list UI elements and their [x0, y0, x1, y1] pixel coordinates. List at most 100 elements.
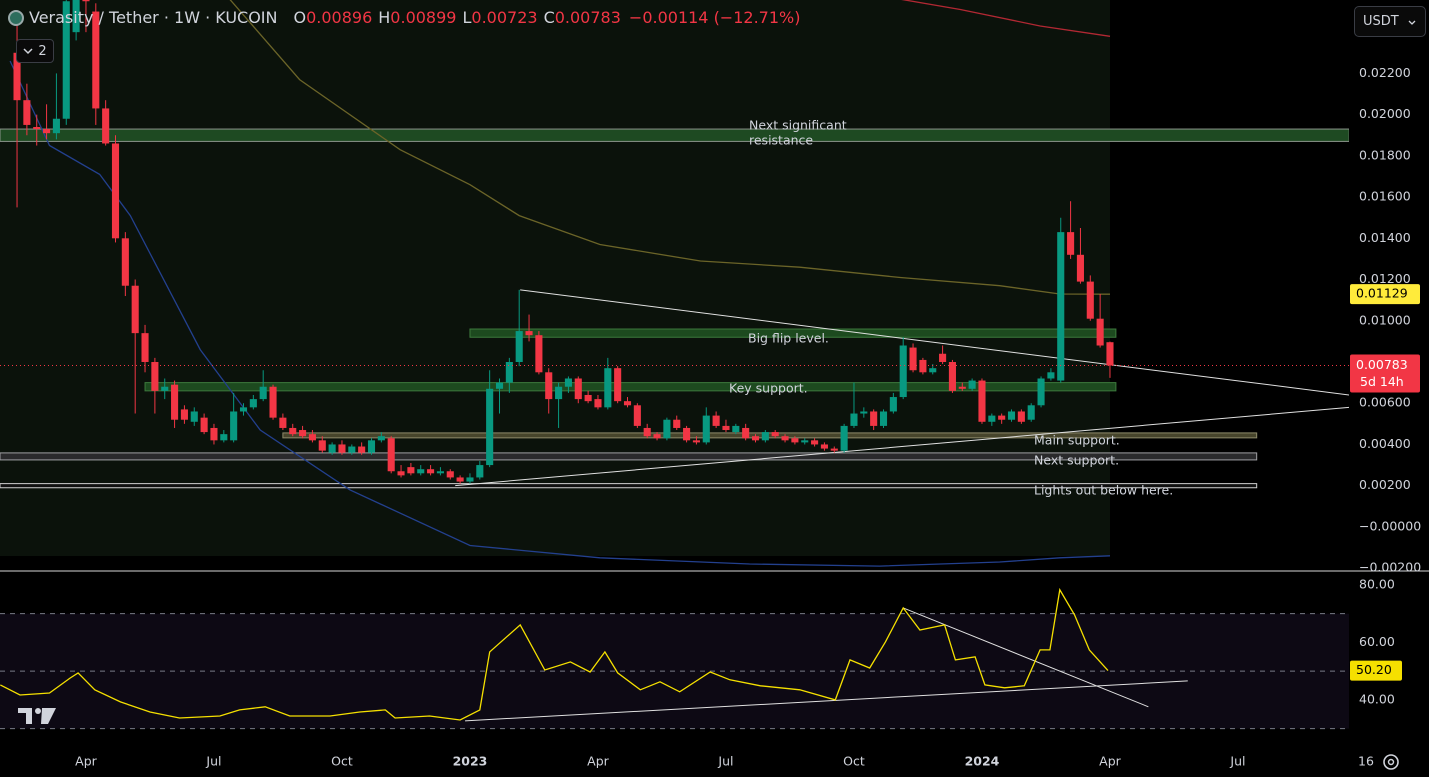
countdown: 5d 14h — [1360, 374, 1404, 389]
y-tick-label: 0.01800 — [1359, 147, 1411, 162]
candle-body — [1106, 342, 1114, 366]
x-tick-label: Jul — [1229, 754, 1245, 769]
candle-body — [673, 419, 681, 428]
candle-body — [387, 438, 395, 472]
zone — [0, 483, 1258, 489]
y-tick-label: 0.01000 — [1359, 312, 1411, 327]
candle-body — [663, 419, 671, 439]
candle-body — [702, 415, 710, 443]
candle-body — [348, 446, 356, 453]
candle-body — [1086, 281, 1094, 319]
axes: 0.02200 0.02000 0.01800 0.01600 0.01400 0.012… — [75, 65, 1421, 769]
candle-body — [407, 467, 415, 474]
y-tick-label: −0.00000 — [1359, 518, 1421, 533]
price-change: −0.00114 (−12.71%) — [628, 8, 801, 27]
rsi-tick-label: 60.00 — [1359, 634, 1395, 649]
zone-label: Key support. — [729, 381, 808, 396]
candle-body — [968, 380, 976, 389]
candle-body — [909, 347, 917, 371]
x-tick-label: 2023 — [453, 754, 488, 769]
candle-body — [23, 100, 31, 125]
zone-label: resistance — [749, 133, 813, 148]
candle-body — [535, 335, 543, 373]
candle-body — [860, 411, 868, 414]
indicators-toggle[interactable]: 2 — [16, 39, 54, 63]
last-price-tag — [1350, 354, 1420, 393]
candle-body — [614, 368, 622, 402]
ohlc-value: 0.00896 — [306, 8, 373, 27]
zone-label: Main support. — [1034, 433, 1120, 448]
candle-body — [230, 411, 238, 441]
rsi-tick-label: 80.00 — [1359, 576, 1395, 591]
candle-body — [338, 444, 346, 453]
candle-body — [683, 427, 691, 441]
y-tick-label: 0.01200 — [1359, 271, 1411, 286]
candle-body — [289, 427, 297, 435]
candle-body — [732, 425, 740, 433]
candle-body — [781, 436, 789, 441]
candle-body — [102, 108, 110, 144]
settings-button[interactable] — [1383, 754, 1399, 770]
candle-body — [328, 444, 336, 453]
x-tick-label: 2024 — [965, 754, 1000, 769]
rsi-value-label: 50.20 — [1356, 662, 1392, 677]
candle-body — [505, 361, 513, 383]
candle-body — [62, 1, 70, 119]
y-tick-label: 0.00200 — [1359, 477, 1411, 492]
candle-body — [308, 434, 316, 441]
candle-body — [249, 399, 257, 408]
zone — [0, 128, 1349, 142]
candle-body — [564, 378, 572, 387]
ma-price-tag — [1350, 284, 1420, 305]
ohlc-value: 0.00783 — [554, 8, 621, 27]
candle-body — [43, 129, 51, 134]
candle-body — [1027, 405, 1035, 420]
legend-header: Verasity / Tether · 1W · KUCOIN O0.00896… — [8, 8, 800, 27]
candle-body — [417, 469, 425, 474]
candle-body — [190, 411, 198, 422]
candle-body — [633, 405, 641, 426]
ohlc-label: H — [378, 8, 391, 27]
symbol-title[interactable]: Verasity / Tether · 1W · KUCOIN — [29, 8, 278, 27]
candle-body — [111, 143, 120, 239]
symbol-logo — [8, 9, 24, 26]
zone-label: Lights out below here. — [1034, 483, 1173, 498]
zone — [0, 452, 1258, 461]
candle-body — [939, 353, 947, 362]
candle-body — [299, 430, 307, 437]
zone-label: Next support. — [1034, 453, 1119, 468]
candle-body — [919, 359, 927, 373]
candle-body — [131, 285, 139, 334]
candle-body — [751, 436, 760, 441]
candle-body — [121, 238, 129, 286]
candle-body — [988, 415, 996, 422]
chevron — [23, 48, 33, 55]
candle-body — [889, 397, 897, 412]
candle-body — [72, 0, 80, 33]
candle-body — [466, 477, 474, 482]
rsi-value-tag — [1350, 660, 1402, 681]
candle-body — [840, 425, 848, 451]
zone — [282, 432, 1258, 439]
tradingview-logo — [18, 708, 56, 724]
currency-select[interactable]: USDT — [1354, 6, 1426, 37]
rsi-trendline — [465, 680, 1188, 722]
candle-body — [180, 409, 188, 420]
candle-body — [52, 118, 60, 134]
ohlc-label: C — [543, 8, 555, 27]
candle-body — [801, 440, 809, 443]
trendline — [520, 289, 1349, 396]
candle-body — [1057, 232, 1065, 381]
candle-body — [623, 401, 632, 406]
candle-body — [239, 407, 248, 412]
ohlc-label: L — [462, 8, 472, 27]
x-tick-label: Apr — [75, 754, 97, 769]
candle-body — [594, 399, 602, 408]
candle-body — [653, 434, 661, 439]
candle-body — [397, 471, 405, 476]
candle-body — [555, 386, 563, 400]
rsi-line — [0, 587, 1109, 721]
candle-body — [318, 440, 326, 451]
